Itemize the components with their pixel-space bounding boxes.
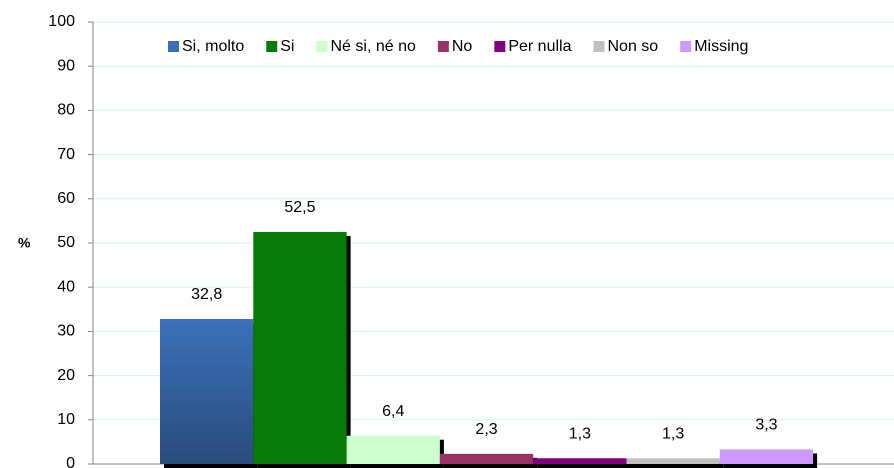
y-tick-label: 100 (48, 13, 75, 30)
data-label: 6,4 (382, 403, 404, 420)
bar (253, 231, 347, 464)
legend-label: Non so (607, 38, 658, 55)
bar (533, 458, 627, 464)
y-tick-label: 40 (57, 278, 75, 295)
legend-swatch (593, 41, 605, 52)
legend-swatch (680, 41, 692, 52)
legend-label: Si, molto (182, 38, 244, 55)
y-tick-label: 50 (57, 234, 75, 251)
data-label: 3,3 (755, 417, 777, 434)
legend-label: Missing (694, 38, 748, 55)
legend-swatch (266, 41, 278, 52)
legend-swatch (437, 41, 449, 52)
y-tick-label: 0 (66, 455, 75, 468)
y-axis-label: % (18, 235, 31, 251)
bar-shadow (630, 462, 724, 468)
legend-label: Né si, né no (330, 38, 415, 55)
data-label: 52,5 (284, 199, 315, 216)
bar-shadow (537, 462, 631, 468)
legend-swatch (316, 41, 328, 52)
y-tick-label: 80 (57, 102, 75, 119)
bar (160, 319, 254, 464)
bar (719, 449, 814, 464)
y-tick-label: 30 (57, 323, 75, 340)
bar (346, 435, 440, 464)
y-tick-label: 20 (57, 367, 75, 384)
y-tick-label: 10 (57, 411, 75, 428)
legend-label: Per nulla (508, 38, 571, 55)
data-label: 1,3 (662, 425, 684, 442)
y-tick-label: 90 (57, 57, 75, 74)
y-tick-label: 60 (57, 190, 75, 207)
legend-swatch (494, 41, 506, 52)
y-tick-label: 70 (57, 146, 75, 163)
data-label: 32,8 (191, 286, 222, 303)
legend-swatch (168, 41, 179, 52)
legend-label: Si (280, 38, 294, 55)
bar (439, 453, 534, 464)
bar (626, 458, 720, 464)
data-label: 2,3 (475, 421, 497, 438)
legend-label: No (452, 38, 473, 55)
data-label: 1,3 (569, 425, 591, 442)
